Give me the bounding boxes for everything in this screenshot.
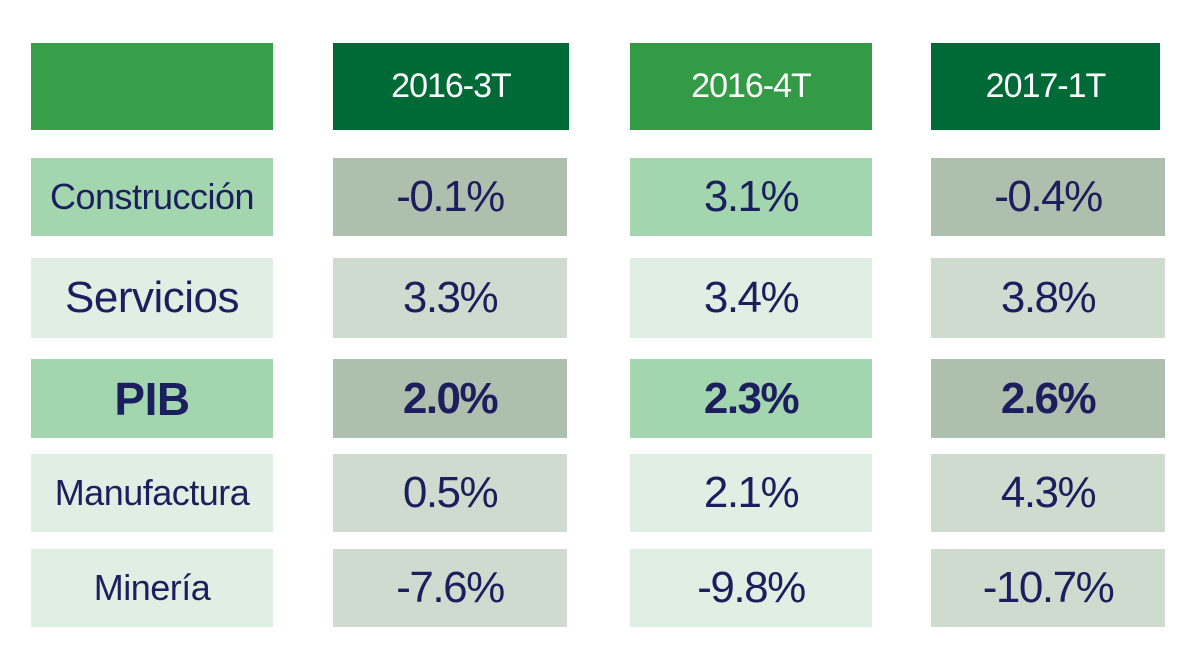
value-servicios-2017-1t: 3.8% xyxy=(931,258,1165,338)
value-construccion-2016-3t: -0.1% xyxy=(333,158,567,236)
value-pib-2016-3t: 2.0% xyxy=(333,359,567,438)
value-manufactura-2016-4t: 2.1% xyxy=(630,454,872,532)
value-construccion-2017-1t: -0.4% xyxy=(931,158,1165,236)
row-label-manufactura: Manufactura xyxy=(31,454,273,532)
column-header-2016-3t: 2016-3T xyxy=(333,43,569,130)
row-label-construccion: Construcción xyxy=(31,158,273,236)
row-label-servicios: Servicios xyxy=(31,258,273,338)
value-manufactura-2017-1t: 4.3% xyxy=(931,454,1165,532)
value-manufactura-2016-3t: 0.5% xyxy=(333,454,567,532)
value-servicios-2016-4t: 3.4% xyxy=(630,258,872,338)
value-mineria-2016-3t: -7.6% xyxy=(333,549,567,627)
column-header-2016-4t: 2016-4T xyxy=(630,43,872,130)
row-label-pib: PIB xyxy=(31,359,273,438)
header-blank xyxy=(31,43,273,130)
value-mineria-2016-4t: -9.8% xyxy=(630,549,872,627)
value-pib-2017-1t: 2.6% xyxy=(931,359,1165,438)
column-header-2017-1t: 2017-1T xyxy=(931,43,1160,130)
value-construccion-2016-4t: 3.1% xyxy=(630,158,872,236)
value-mineria-2017-1t: -10.7% xyxy=(931,549,1165,627)
value-servicios-2016-3t: 3.3% xyxy=(333,258,567,338)
row-label-mineria: Minería xyxy=(31,549,273,627)
value-pib-2016-4t: 2.3% xyxy=(630,359,872,438)
